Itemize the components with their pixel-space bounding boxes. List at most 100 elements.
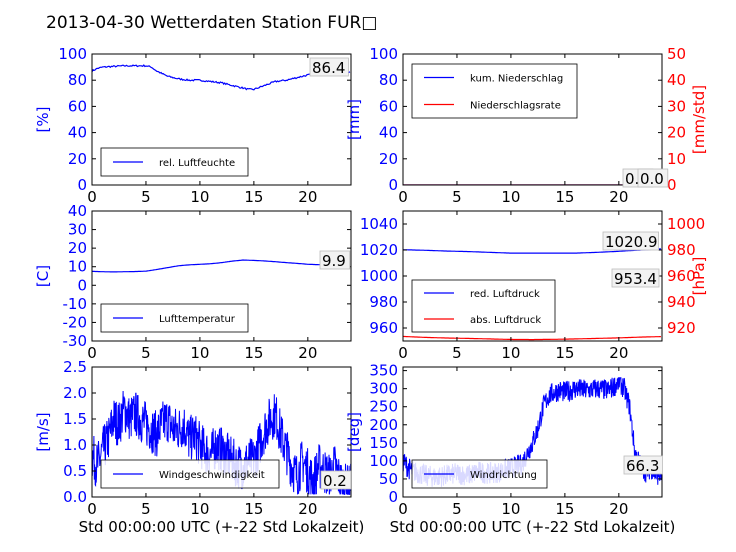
legend-label: Niederschlagsrate <box>470 101 561 112</box>
y-right-tick-label: 50 <box>667 45 686 63</box>
x-tick-label: 0 <box>87 500 97 518</box>
y-tick-label: 100 <box>369 45 398 63</box>
legend-box <box>411 279 556 333</box>
precipitation-ylabel: [mm] <box>345 99 363 140</box>
x-tick-label: 0 <box>398 188 408 206</box>
x-tick-label: 0 <box>398 344 408 362</box>
y-tick-label: 300 <box>369 380 398 398</box>
x-tick-label: 5 <box>141 344 151 362</box>
windspeed-frame <box>91 366 352 498</box>
y-tick-label: 350 <box>369 362 398 380</box>
value-annotation: 86.4 <box>312 59 345 77</box>
y-tick-label: 40 <box>379 124 398 142</box>
value-annotation-box <box>309 57 349 77</box>
y-tick-label: 1000 <box>360 267 398 285</box>
precipitation-legend: kum. Niederschlag Niederschlagsrate <box>411 63 578 119</box>
x-tick-label: 5 <box>452 188 462 206</box>
value-annotation: 9.9 <box>322 252 346 270</box>
x-tick-label: 10 <box>190 188 209 206</box>
x-tick-label: 0 <box>398 500 408 518</box>
x-tick-label: 20 <box>298 344 317 362</box>
value-annotation-box <box>623 455 663 475</box>
windspeed-xlabel: Std 00:00:00 UTC (+-22 Std Lokalzeit) <box>79 518 365 536</box>
humidity-series-0 <box>92 64 351 91</box>
y-tick-label: 980 <box>369 293 398 311</box>
x-tick-label: 15 <box>244 500 263 518</box>
legend-label: Windgeschwindigkeit <box>159 470 265 481</box>
y-tick-label: 2.0 <box>63 384 87 402</box>
y-right-tick-label: 980 <box>667 241 696 259</box>
y-right-tick-label: 10 <box>667 150 686 168</box>
x-tick-label: 20 <box>298 500 317 518</box>
pressure-ylabel-right: [hPa] <box>690 257 708 296</box>
legend-label: Windrichtung <box>470 470 537 481</box>
value-annotation: 0.2 <box>323 472 347 490</box>
value-annotation-box <box>602 231 659 251</box>
y-tick-label: 150 <box>369 434 398 452</box>
y-right-tick-label: 40 <box>667 71 686 89</box>
pressure-legend: red. Luftdruck abs. Luftdruck <box>411 279 556 333</box>
x-tick-label: 5 <box>141 500 151 518</box>
y-tick-label: 1040 <box>360 215 398 233</box>
temperature-panel: 0 5 10 15 20-30-20-10010203040[C]Lufttempera… <box>34 202 352 362</box>
x-tick-label: 10 <box>501 188 520 206</box>
legend-label: red. Luftdruck <box>470 289 540 300</box>
value-annotation: 66.3 <box>626 457 659 475</box>
x-tick-label: 20 <box>609 344 628 362</box>
y-tick-label: 0 <box>388 488 398 506</box>
x-tick-label: 15 <box>555 500 574 518</box>
value-annotation-box <box>637 168 669 188</box>
windspeed-series-0 <box>92 390 351 495</box>
y-tick-label: 80 <box>68 71 87 89</box>
x-tick-label: 15 <box>555 344 574 362</box>
y-tick-label: 0.5 <box>63 462 87 480</box>
y-tick-label: 50 <box>379 470 398 488</box>
temperature-legend: Lufttemperatur <box>100 303 249 333</box>
y-tick-label: 200 <box>369 416 398 434</box>
figure-title: 2013-04-30 Wetterdaten Station FUR□ <box>46 13 377 33</box>
x-tick-label: 10 <box>190 500 209 518</box>
y-tick-label: 0.0 <box>63 488 87 506</box>
y-right-tick-label: 940 <box>667 293 696 311</box>
y-right-tick-label: 20 <box>667 124 686 142</box>
x-tick-label: 20 <box>298 188 317 206</box>
humidity-panel: 0 5 10 15 20 0 20 40 60 80 100 [%] rel. Luftfeuchte 8… <box>34 45 352 206</box>
x-tick-label: 10 <box>501 344 520 362</box>
y-tick-label: 1.0 <box>63 436 87 454</box>
y-tick-label: 1.5 <box>63 410 87 428</box>
value-annotation-box <box>320 470 352 490</box>
temperature-ylabel: [C] <box>34 265 52 287</box>
y-right-tick-label: 30 <box>667 97 686 115</box>
y-tick-label: 80 <box>379 71 398 89</box>
value-annotation-box <box>319 250 351 270</box>
legend-label: abs. Luftdruck <box>470 315 541 326</box>
y-tick-label: 100 <box>369 452 398 470</box>
y-right-tick-label: 0 <box>667 176 677 194</box>
y-tick-label: 960 <box>369 319 398 337</box>
x-tick-label: 5 <box>452 500 462 518</box>
x-tick-label: 15 <box>555 188 574 206</box>
windspeed-ylabel: [m/s] <box>34 412 52 451</box>
winddirection-frame <box>402 366 663 498</box>
windspeed-panel: 0 5 10 15 20 0.0 0.5 1.0 1.5 2.0 2.5 [m/s] Std 00:00… <box>34 358 364 536</box>
temperature-series-0 <box>92 259 350 273</box>
y-tick-label: 60 <box>68 97 87 115</box>
humidity-frame <box>91 53 352 186</box>
value-annotation-box <box>611 268 660 288</box>
y-tick-label: 20 <box>68 150 87 168</box>
x-tick-label: 20 <box>609 188 628 206</box>
y-right-tick-label: 960 <box>667 267 696 285</box>
y-tick-label: 2.5 <box>63 358 87 376</box>
humidity-legend: rel. Luftfeuchte <box>100 147 249 177</box>
windspeed-legend: Windgeschwindigkeit <box>100 459 280 489</box>
y-tick-label: 0 <box>388 176 398 194</box>
precipitation-ylabel-right: [mm/std] <box>690 85 708 154</box>
y-tick-label: 0 <box>77 276 87 294</box>
pressure-series-0 <box>403 248 661 254</box>
x-tick-label: 10 <box>190 344 209 362</box>
y-tick-label: 100 <box>58 45 87 63</box>
winddirection-legend: Windrichtung <box>411 459 548 489</box>
y-tick-label: 60 <box>379 97 398 115</box>
